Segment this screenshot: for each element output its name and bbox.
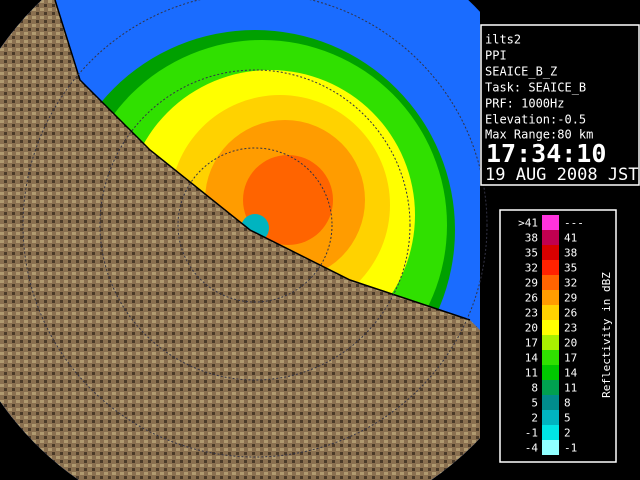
legend-swatch (542, 290, 559, 305)
legend-low: 17 (525, 337, 538, 350)
legend-high: 17 (564, 352, 577, 365)
legend-low: 14 (525, 352, 539, 365)
legend-swatch (542, 305, 559, 320)
legend-swatch (542, 350, 559, 365)
legend-high: 35 (564, 262, 577, 275)
legend-high: 32 (564, 277, 577, 290)
legend-swatch (542, 425, 559, 440)
legend-high: 2 (564, 427, 571, 440)
legend-high: 29 (564, 292, 577, 305)
legend-swatch (542, 320, 559, 335)
info-text: ilts2 PPI SEAICE_B_Z Task: SEAICE_B PRF:… (485, 33, 639, 186)
legend-high: 38 (564, 247, 577, 260)
legend-title: Reflectivity in dBZ (600, 272, 613, 398)
legend-swatch (542, 275, 559, 290)
legend-swatch (542, 245, 559, 260)
legend-swatch (542, 395, 559, 410)
legend-swatch (542, 365, 559, 380)
legend-swatch (542, 230, 559, 245)
legend-low: -4 (525, 442, 539, 455)
task: Task: SEAICE_B (485, 81, 586, 95)
legend-high: 23 (564, 322, 577, 335)
legend-swatch (542, 380, 559, 395)
legend-low: 2 (531, 412, 538, 425)
legend-high: 5 (564, 412, 571, 425)
legend-high: 20 (564, 337, 577, 350)
legend-low: 35 (525, 247, 538, 260)
product: SEAICE_B_Z (485, 65, 557, 79)
legend-high: 14 (564, 367, 578, 380)
radar-scope (0, 0, 488, 480)
legend-swatch (542, 260, 559, 275)
max-range: Max Range:80 km (485, 128, 593, 142)
site: ilts2 (485, 33, 521, 47)
legend-low: 29 (525, 277, 538, 290)
range-rings (22, 0, 488, 458)
legend-high: 8 (564, 397, 571, 410)
coastline (54, 0, 471, 321)
prf: PRF: 1000Hz (485, 97, 564, 111)
legend-low: -1 (525, 427, 538, 440)
legend: >41 --- 38 41 35 38 32 35 29 32 26 29 23 26 20 23 17 20 14… (518, 215, 584, 455)
legend-high: 41 (564, 232, 577, 245)
legend-low: >41 (518, 217, 538, 230)
legend-low: 11 (525, 367, 538, 380)
legend-high: --- (564, 217, 584, 230)
legend-swatch (542, 335, 559, 350)
date: 19 AUG 2008 JST (485, 165, 639, 185)
legend-high: 11 (564, 382, 577, 395)
legend-swatch (542, 215, 559, 230)
legend-swatch (542, 440, 559, 455)
legend-low: 8 (531, 382, 538, 395)
legend-low: 26 (525, 292, 538, 305)
legend-low: 32 (525, 262, 538, 275)
time: 17:34:10 (486, 139, 606, 168)
legend-high: -1 (564, 442, 577, 455)
info-panel (480, 24, 640, 186)
legend-low: 38 (525, 232, 538, 245)
mode: PPI (485, 49, 507, 63)
legend-high: 26 (564, 307, 577, 320)
legend-low: 23 (525, 307, 538, 320)
legend-swatch (542, 410, 559, 425)
elevation: Elevation:-0.5 (485, 113, 586, 127)
legend-low: 5 (531, 397, 538, 410)
legend-low: 20 (525, 322, 538, 335)
